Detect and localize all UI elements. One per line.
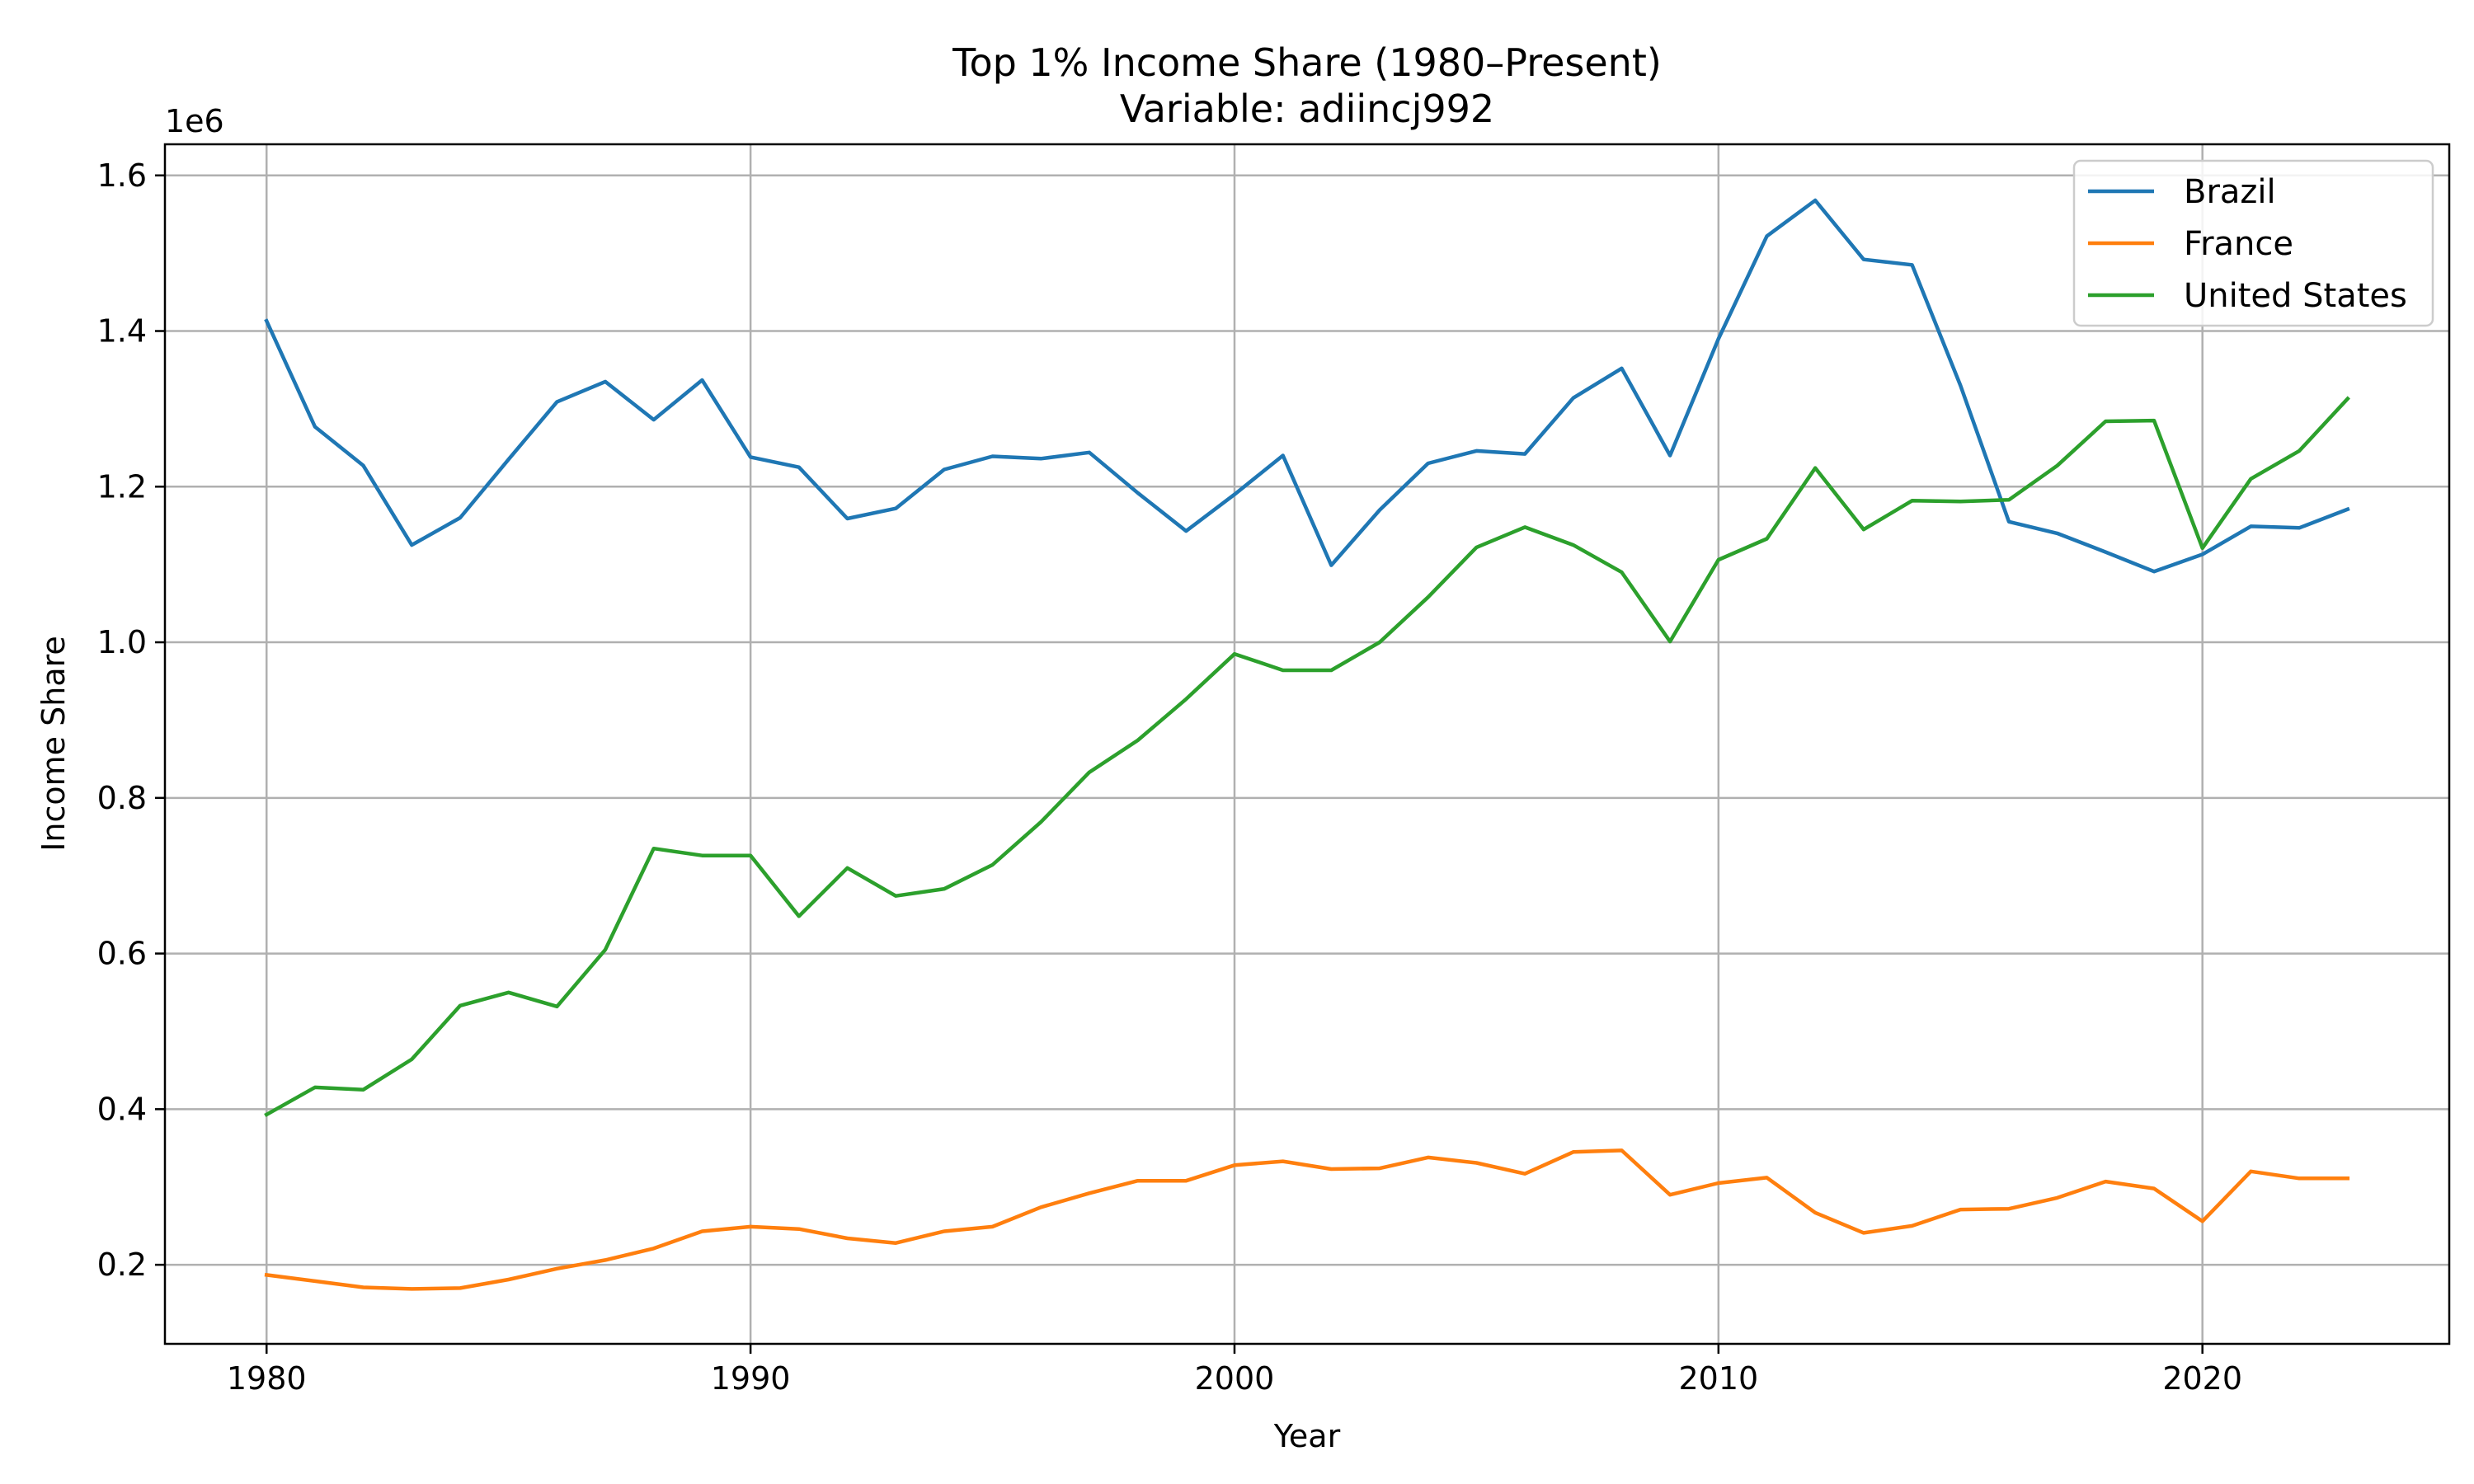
y-tick-label: 1.2 — [97, 468, 147, 505]
y-tick-label: 0.8 — [97, 780, 147, 816]
series-lines — [264, 198, 2350, 1291]
legend-label-brazil: Brazil — [2184, 173, 2276, 211]
axis-ticks: 1980 1990 2000 2010 2020 0.2 0.4 0.6 0.8 1.0 1.2 1.… — [97, 157, 2242, 1397]
y-offset-label: 1e6 — [165, 103, 224, 139]
x-tick-label: 1990 — [711, 1360, 791, 1397]
chart-title: Top 1% Income Share (1980–Present) — [952, 40, 1662, 85]
grid — [165, 144, 2449, 1344]
plot-frame — [163, 143, 2451, 1345]
x-tick-label: 2020 — [2162, 1360, 2242, 1397]
y-tick-label: 0.6 — [97, 936, 147, 972]
legend-label-united-states: United States — [2184, 277, 2407, 315]
legend-label-france: France — [2184, 225, 2293, 263]
x-axis-label: Year — [1273, 1418, 1341, 1454]
x-tick-label: 2010 — [1678, 1360, 1758, 1397]
y-tick-label: 1.6 — [97, 157, 147, 194]
series-line-france — [264, 1148, 2350, 1291]
legend-box — [2072, 159, 2434, 327]
x-tick-label: 1980 — [227, 1360, 307, 1397]
x-tick-label: 2000 — [1195, 1360, 1275, 1397]
y-tick-label: 0.2 — [97, 1247, 147, 1283]
legend: Brazil France United States — [2072, 159, 2434, 327]
y-tick-label: 1.4 — [97, 313, 147, 350]
y-tick-label: 1.0 — [97, 624, 147, 660]
y-axis-label: Income Share — [35, 636, 72, 852]
chart-subtitle: Variable: adiincj992 — [1120, 87, 1494, 131]
y-tick-label: 0.4 — [97, 1091, 147, 1127]
series-line-united-states — [264, 396, 2350, 1117]
